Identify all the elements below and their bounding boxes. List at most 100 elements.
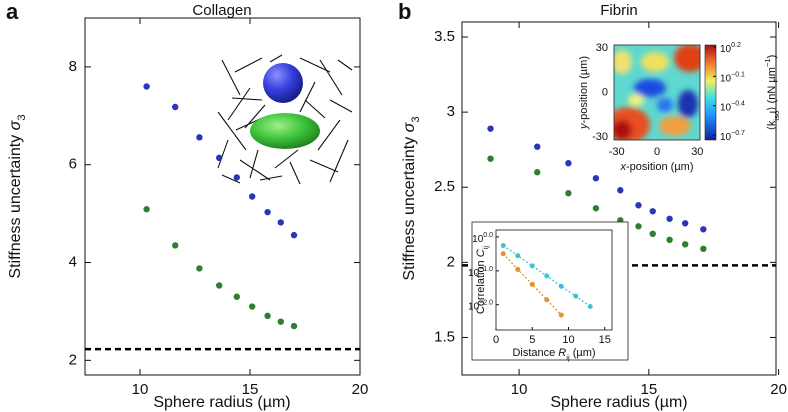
data-point bbox=[565, 160, 572, 167]
x-axis-label: x-position (µm) bbox=[620, 161, 694, 173]
colorbar-label-part: ⟨k bbox=[766, 120, 778, 130]
x-tick-label: 20 bbox=[770, 381, 787, 398]
colorbar-tick-label: 10−0.1 bbox=[720, 72, 745, 84]
data-point bbox=[649, 230, 656, 237]
y-tick-label: 3 bbox=[447, 103, 455, 120]
y-tick-label: 3.5 bbox=[434, 28, 455, 45]
x-axis-label: Sphere radius (µm) bbox=[550, 394, 687, 411]
data-point bbox=[700, 245, 707, 253]
chart-title: Fibrin bbox=[600, 2, 638, 19]
data-point bbox=[487, 125, 494, 132]
y-tick-label: 30 bbox=[596, 42, 608, 54]
data-point bbox=[573, 293, 579, 299]
x-tick-label: 20 bbox=[352, 381, 369, 398]
data-point bbox=[587, 303, 593, 309]
data-point bbox=[515, 266, 521, 272]
y-axis-label-part: σ bbox=[401, 121, 418, 132]
y-tick-label: 1.5 bbox=[434, 328, 455, 345]
colorbar-tick-label-part: 0.2 bbox=[731, 42, 741, 49]
data-point bbox=[143, 83, 150, 90]
heatmap-image bbox=[614, 45, 700, 140]
data-point bbox=[233, 174, 240, 181]
panel-label: b bbox=[398, 0, 411, 24]
y-axis-label-part: y bbox=[578, 122, 590, 130]
y-tick-label: 4 bbox=[69, 253, 77, 270]
y-tick-label: 6 bbox=[69, 156, 77, 173]
data-point bbox=[515, 253, 521, 259]
x-tick-label: 10 bbox=[132, 381, 149, 398]
data-point bbox=[249, 193, 256, 200]
data-point bbox=[592, 175, 600, 182]
y-axis-label: y-position (µm) bbox=[578, 56, 590, 130]
x-tick-label: 0 bbox=[654, 146, 660, 158]
y-axis-label-part: 3 bbox=[16, 114, 28, 120]
panel-label: a bbox=[6, 0, 19, 24]
plot-frame bbox=[495, 229, 613, 331]
colorbar bbox=[704, 44, 717, 141]
data-point bbox=[565, 190, 572, 197]
data-point bbox=[558, 312, 564, 318]
sphere-illustration bbox=[263, 63, 303, 103]
data-point bbox=[592, 205, 600, 212]
y-axis-label-part: 3 bbox=[410, 116, 422, 122]
x-axis-label: Distance Rij (µm) bbox=[512, 347, 595, 362]
x-axis-label-part: Distance bbox=[512, 347, 558, 359]
y-axis-label-part: C bbox=[475, 249, 487, 257]
colorbar-label-part: ) bbox=[766, 55, 778, 59]
data-point bbox=[196, 265, 203, 272]
x-tick-label: 15 bbox=[242, 381, 259, 398]
data-point bbox=[534, 143, 541, 150]
plot-frame bbox=[84, 17, 361, 376]
data-point bbox=[216, 282, 223, 289]
data-point bbox=[681, 241, 689, 248]
inset-background bbox=[471, 221, 629, 361]
data-point bbox=[666, 215, 673, 222]
y-axis-label: Correlation Cij bbox=[475, 246, 490, 315]
data-point bbox=[264, 312, 271, 320]
data-point bbox=[290, 231, 298, 239]
data-point bbox=[635, 223, 642, 230]
x-axis-label: Sphere radius (µm) bbox=[153, 394, 290, 411]
x-axis-label-part: ij bbox=[566, 353, 570, 362]
x-tick-label: 15 bbox=[599, 334, 611, 346]
colorbar-tick-label-part: −0.1 bbox=[731, 72, 745, 79]
plot-frame bbox=[461, 21, 777, 376]
x-tick-label: 30 bbox=[691, 146, 703, 158]
colorbar-label: ⟨kiso⟩ (nN µm−1) bbox=[763, 55, 781, 131]
y-tick-label: 10−2.0 bbox=[468, 300, 493, 312]
x-axis-label-part: x bbox=[620, 161, 627, 173]
y-axis-label-part: Stiffness uncertainty bbox=[401, 132, 418, 280]
y-tick-label: 2.5 bbox=[434, 178, 455, 195]
data-point bbox=[249, 303, 256, 310]
colorbar-label-part: ⟩ (nN µm bbox=[766, 67, 778, 111]
y-axis-label-part: Stiffness uncertainty bbox=[7, 130, 24, 278]
colorbar-tick-label-part: 10 bbox=[720, 73, 732, 84]
data-point bbox=[290, 322, 298, 330]
x-tick-label: 15 bbox=[640, 381, 657, 398]
data-point bbox=[649, 208, 656, 215]
y-axis-label-part: -position (µm) bbox=[578, 56, 590, 123]
data-point bbox=[500, 242, 506, 248]
data-point bbox=[544, 273, 550, 279]
y-tick-label: -30 bbox=[592, 131, 608, 143]
colorbar-label-part: iso bbox=[772, 111, 781, 121]
y-tick-label: 10−1.0 bbox=[468, 266, 493, 278]
heatmap-frame bbox=[613, 44, 701, 141]
data-point bbox=[277, 219, 284, 226]
y-tick-label: 2 bbox=[69, 351, 77, 368]
y-tick-label: 8 bbox=[69, 58, 77, 75]
y-tick-label-part: 10 bbox=[468, 301, 480, 312]
colorbar-label-part: −1 bbox=[763, 58, 772, 67]
data-point bbox=[558, 283, 564, 289]
colorbar-tick-label-part: −0.7 bbox=[731, 130, 745, 137]
data-point bbox=[529, 281, 535, 287]
data-point bbox=[216, 154, 223, 162]
data-point bbox=[143, 206, 150, 213]
data-point bbox=[233, 293, 240, 300]
colorbar-tick-label-part: −0.4 bbox=[731, 101, 745, 108]
y-axis-label: Stiffness uncertainty σ3 bbox=[7, 114, 28, 278]
fiber-network-illustration bbox=[217, 54, 353, 185]
data-point bbox=[172, 103, 179, 111]
y-axis-label-part: Correlation bbox=[475, 257, 487, 314]
